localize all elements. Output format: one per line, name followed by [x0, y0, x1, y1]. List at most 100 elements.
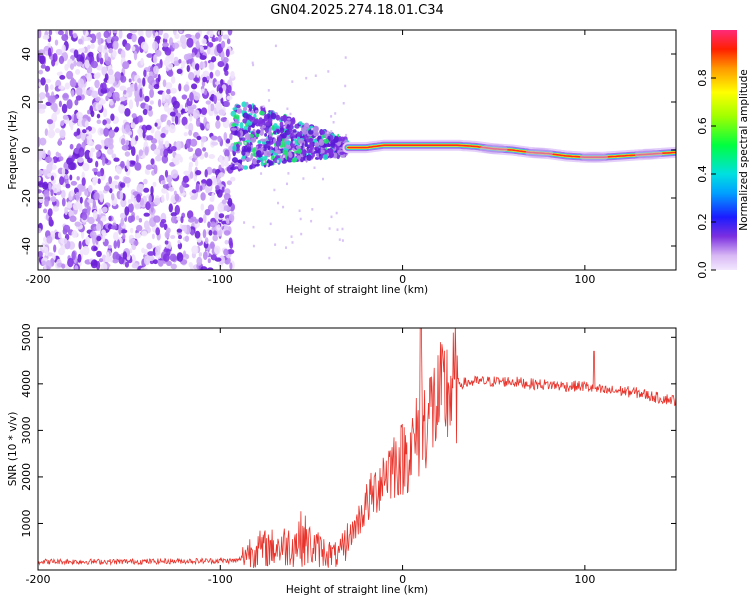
sparse-dot — [330, 130, 333, 133]
transition-blob — [288, 152, 293, 158]
noise-blob — [183, 250, 186, 257]
noise-blob — [136, 193, 142, 203]
noise-blob — [66, 70, 74, 80]
noise-blob — [229, 133, 233, 141]
noise-blob — [149, 88, 155, 99]
sparse-dot — [274, 243, 277, 246]
noise-blob — [87, 216, 95, 225]
transition-blob — [265, 126, 269, 134]
noise-blob — [218, 255, 226, 265]
noise-blob — [52, 53, 58, 62]
noise-blob — [142, 77, 146, 87]
noise-blob — [131, 263, 139, 269]
noise-blob — [215, 69, 221, 77]
noise-blob — [148, 109, 153, 117]
noise-blob — [163, 102, 169, 112]
noise-blob — [124, 206, 130, 216]
noise-blob — [169, 111, 176, 117]
noise-blob — [107, 244, 112, 249]
noise-blob — [64, 63, 69, 71]
transition-blob — [258, 117, 264, 125]
noise-blob — [154, 122, 158, 127]
noise-blob — [193, 92, 201, 101]
noise-blob — [56, 71, 63, 76]
noise-blob — [113, 231, 119, 241]
noise-blob — [209, 241, 215, 250]
noise-blob — [223, 230, 231, 236]
noise-blob — [44, 198, 49, 207]
noise-blob — [112, 30, 118, 34]
noise-blob — [97, 178, 101, 185]
noise-blob — [130, 122, 136, 129]
noise-blob — [75, 86, 83, 96]
transition-blob — [291, 157, 297, 163]
noise-blob — [209, 62, 214, 70]
noise-blob — [40, 77, 46, 86]
noise-blob — [176, 68, 183, 75]
noise-blob — [81, 47, 86, 53]
noise-blob — [121, 144, 129, 151]
noise-blob — [92, 209, 98, 220]
transition-blob — [267, 136, 273, 141]
noise-blob — [194, 148, 202, 157]
noise-blob — [74, 221, 82, 227]
noise-blob — [119, 96, 126, 102]
noise-blob — [191, 189, 197, 194]
noise-blob — [84, 120, 89, 128]
noise-blob — [72, 202, 80, 211]
noise-blob — [195, 118, 201, 127]
noise-blob — [104, 73, 109, 81]
noise-blob — [38, 189, 42, 194]
colorbar: 0.0 0.2 0.4 0.6 0.8 Normalized spectral ampl… — [696, 30, 750, 279]
main-title: GN04.2025.274.18.01.C34 — [270, 3, 444, 18]
noise-blob — [96, 235, 102, 242]
transition-blob — [317, 149, 321, 154]
transition-blob — [323, 138, 329, 144]
noise-blob — [130, 138, 135, 148]
spectrogram-x-label: Height of straight line (km) — [286, 284, 428, 296]
noise-blob — [203, 213, 207, 224]
transition-blob — [319, 149, 325, 154]
transition-blob — [296, 155, 301, 160]
noise-blob — [199, 46, 204, 51]
noise-blob — [115, 165, 122, 174]
noise-blob — [66, 99, 73, 110]
noise-blob — [223, 248, 229, 256]
transition-blob — [266, 151, 272, 158]
noise-blob — [149, 71, 154, 78]
transition-blob — [242, 112, 249, 119]
transition-blob — [250, 116, 256, 120]
noise-blob — [140, 197, 144, 206]
noise-blob — [119, 85, 125, 91]
transition-blob — [250, 137, 257, 143]
noise-blob — [200, 203, 205, 211]
transition-blob — [241, 164, 245, 170]
noise-blob — [70, 89, 75, 98]
noise-blob — [130, 193, 135, 202]
noise-blob — [205, 100, 211, 105]
noise-blob — [174, 115, 179, 125]
noise-blob — [104, 52, 109, 61]
noise-blob — [218, 155, 223, 163]
noise-blob — [208, 154, 216, 159]
transition-blob — [269, 126, 272, 133]
transition-blob — [279, 121, 284, 128]
transition-blob — [252, 158, 259, 165]
noise-blob — [164, 140, 170, 148]
noise-blob — [54, 128, 61, 134]
transition-blob — [321, 129, 325, 135]
colorbar-tick-label: 0.2 — [696, 213, 709, 231]
noise-blob — [176, 252, 184, 262]
noise-blob — [165, 94, 170, 100]
sparse-dot — [252, 63, 255, 67]
sparse-dot — [262, 105, 265, 108]
noise-blob — [138, 184, 145, 189]
noise-blob — [150, 203, 154, 213]
noise-blob — [120, 75, 127, 83]
noise-blob — [155, 155, 162, 162]
noise-blob — [38, 176, 42, 182]
sparse-dot — [282, 205, 285, 209]
noise-blob — [46, 163, 53, 173]
noise-blob — [45, 246, 49, 257]
transition-blob — [264, 133, 268, 137]
